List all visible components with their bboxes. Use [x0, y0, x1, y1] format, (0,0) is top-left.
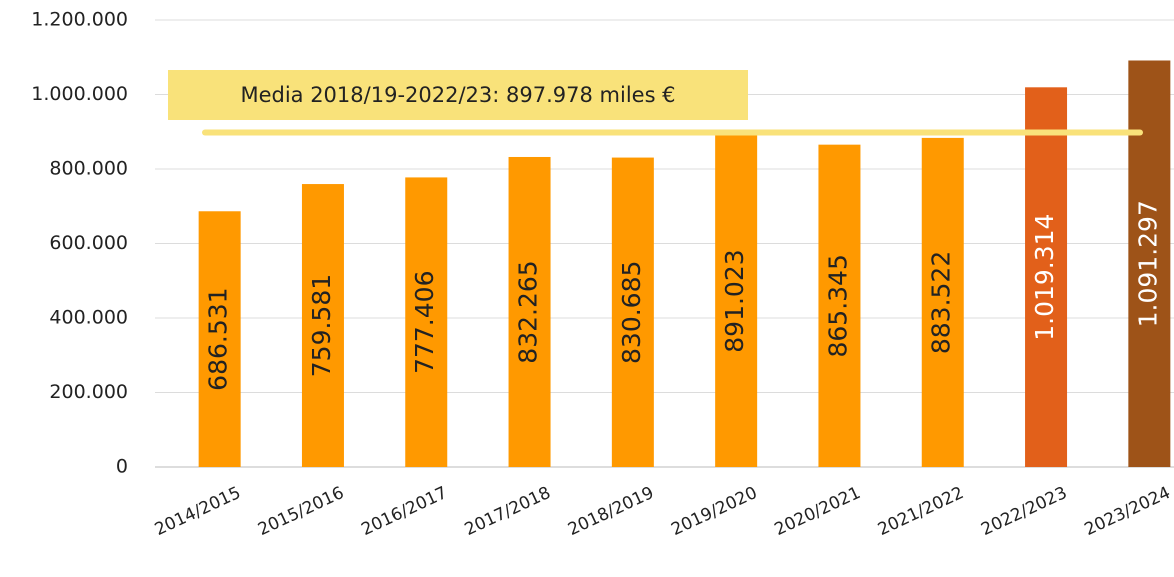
bar	[715, 135, 758, 467]
value-label: 865.345	[823, 254, 852, 357]
bar	[818, 144, 861, 467]
bar	[405, 177, 448, 467]
average-label: Media 2018/19-2022/23: 897.978 miles €	[240, 83, 675, 107]
value-label: 1.091.297	[1133, 200, 1162, 327]
bar	[508, 156, 551, 467]
y-tick-label: 1.000.000	[31, 83, 128, 105]
y-tick-label: 800.000	[49, 158, 128, 180]
y-tick-label: 400.000	[49, 307, 128, 329]
value-label: 1.019.314	[1030, 214, 1059, 341]
value-label: 891.023	[720, 249, 749, 352]
x-tick-label: 2023/2024	[1082, 483, 1174, 540]
bar	[1025, 87, 1068, 467]
x-tick-label: 2019/2020	[668, 483, 760, 540]
value-label: 759.581	[307, 274, 336, 377]
bar	[1128, 60, 1171, 467]
value-label: 832.265	[514, 260, 543, 363]
x-tick-label: 2015/2016	[255, 483, 347, 540]
x-tick-label: 2016/2017	[358, 483, 450, 540]
y-tick-label: 0	[116, 456, 128, 478]
x-tick-label: 2018/2019	[565, 483, 657, 540]
bar	[198, 211, 241, 467]
value-label: 686.531	[204, 287, 233, 390]
x-tick-label: 2017/2018	[462, 483, 554, 540]
bar	[301, 184, 344, 467]
value-label: 777.406	[410, 271, 439, 374]
value-label: 883.522	[927, 251, 956, 354]
bar	[611, 157, 654, 468]
y-tick-label: 200.000	[49, 381, 128, 403]
x-tick-label: 2014/2015	[152, 483, 244, 540]
x-tick-label: 2021/2022	[875, 483, 967, 540]
y-tick-label: 1.200.000	[31, 9, 128, 31]
y-tick-label: 600.000	[49, 232, 128, 254]
x-tick-label: 2022/2023	[978, 483, 1070, 540]
average-box	[168, 70, 748, 120]
bar	[921, 137, 964, 467]
value-label: 830.685	[617, 261, 646, 364]
x-tick-label: 2020/2021	[772, 483, 864, 540]
